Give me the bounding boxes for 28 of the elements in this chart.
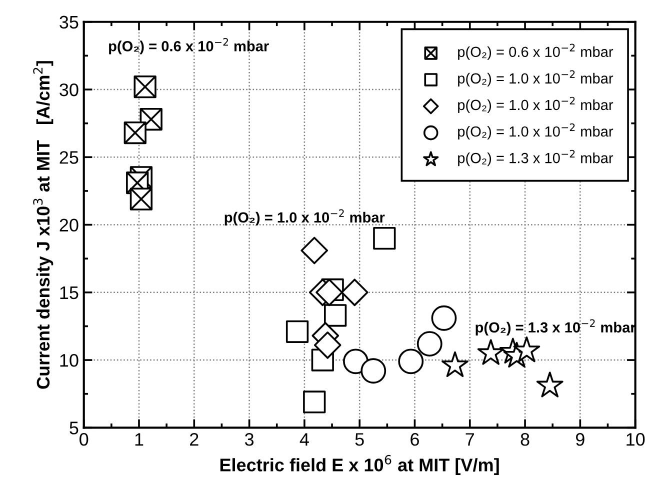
legend-label: p(O₂) = 1.0 x 10$^{−2}$ mbar	[458, 70, 614, 86]
x-tick-label: 9	[576, 433, 584, 446]
legend-label: p(O₂) = 1.3 x 10$^{−2}$ mbar	[458, 150, 614, 166]
legend-label: p(O₂) = 1.0 x 10$^{−2}$ mbar	[458, 96, 614, 114]
x-tick-label: 10	[626, 433, 645, 446]
annotation: p(O₂) = 0.6 x 10$^{−2}$ mbar	[109, 38, 269, 54]
annotation: p(O₂) = 1.0 x 10$^{−2}$ mbar	[224, 209, 385, 226]
x-tick-label: 1	[135, 433, 144, 446]
y-tick-label: 20	[60, 218, 78, 232]
x-tick-label: 3	[244, 433, 254, 446]
x-tick-label: 5	[355, 433, 364, 446]
x-tick-label: 2	[190, 433, 198, 446]
x-axis-title: Electric field E x 10$^{6}$ at MIT [V/m]	[220, 454, 499, 475]
y-tick-label: 25	[60, 151, 78, 164]
legend-label: p(O₂) = 1.0 x 10$^{−2}$ mbar	[458, 123, 614, 140]
annotation: p(O₂) = 1.3 x 10$^{−2}$ mbar	[476, 319, 636, 336]
y-tick-label: 5	[70, 422, 78, 434]
y-tick-label: 10	[60, 354, 78, 367]
y-tick-label: 35	[60, 16, 78, 29]
x-tick-label: 7	[466, 433, 474, 446]
y-tick-label: 15	[60, 286, 78, 300]
x-tick-label: 6	[410, 433, 419, 446]
x-tick-label: 0	[80, 433, 88, 446]
y-axis-title: Current density J x10$^{3}$ at MIT [A/cm$^{2}$]	[33, 61, 54, 389]
y-tick-label: 30	[60, 83, 78, 96]
legend-label: p(O₂) = 0.6 x 10$^{−2}$ mbar	[458, 44, 614, 60]
x-tick-label: 8	[520, 433, 530, 446]
x-tick-label: 4	[300, 433, 309, 446]
